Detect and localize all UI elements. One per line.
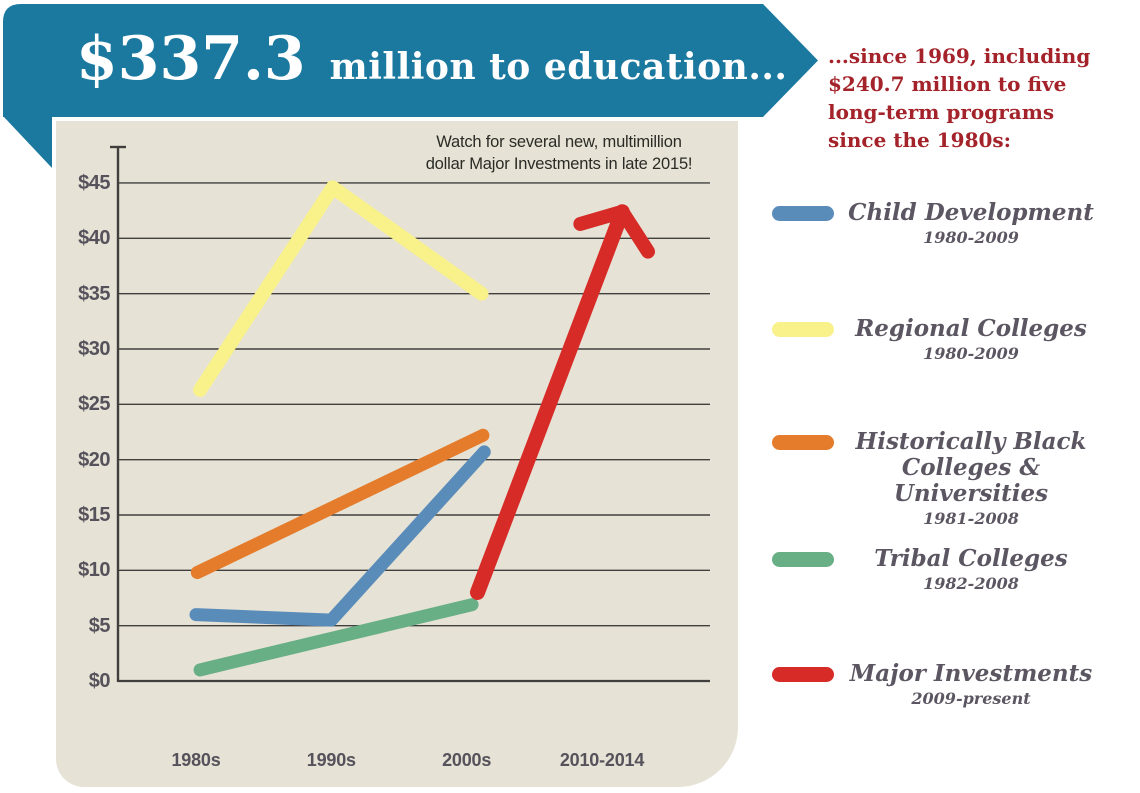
x-tick-label: 1980s xyxy=(171,750,221,770)
intro-line: long-term programs xyxy=(828,100,1055,124)
legend-swatch-tribal-colleges xyxy=(772,552,834,567)
banner-ribbon xyxy=(3,4,818,168)
banner-ribbon-fold xyxy=(3,116,52,168)
y-tick-label: $0 xyxy=(88,670,111,692)
legend-dates: 1980-2009 xyxy=(923,344,1019,363)
legend-item-major-investments: Major Investments 2009-present xyxy=(772,661,1108,711)
x-tick-label: 2010-2014 xyxy=(559,750,645,770)
legend-swatch-hbcu xyxy=(772,435,834,450)
legend-item-hbcu: Historically Black Colleges & Universiti… xyxy=(772,429,1108,531)
intro-line: $240.7 million to five xyxy=(828,72,1067,96)
legend-dates: 2009-present xyxy=(911,689,1031,708)
annotation-line: dollar Major Investments in late 2015! xyxy=(425,155,693,173)
banner-ribbon-shape xyxy=(3,4,818,117)
legend-dates: 1982-2008 xyxy=(923,574,1019,593)
y-tick-label: $40 xyxy=(78,227,110,250)
y-tick-label: $45 xyxy=(78,171,110,194)
legend-label: Regional Colleges xyxy=(855,315,1087,342)
y-tick-label: $35 xyxy=(78,282,110,305)
intro-line: since the 1980s: xyxy=(828,128,1012,152)
intro-line: ...since 1969, including xyxy=(828,44,1091,68)
y-tick-label: $15 xyxy=(78,503,110,526)
legend-swatch-child-development xyxy=(772,206,834,221)
legend-dates: 1980-2009 xyxy=(923,228,1019,247)
legend-label: Major Investments xyxy=(849,660,1093,687)
legend-label: Tribal Colleges xyxy=(874,545,1068,572)
legend-swatch-major-investments xyxy=(772,667,834,682)
y-tick-label: $5 xyxy=(88,614,111,637)
banner-subtitle: million to education... xyxy=(329,46,788,88)
chart-panel xyxy=(56,121,738,787)
y-tick-label: $25 xyxy=(78,393,110,416)
y-tick-label: $30 xyxy=(78,337,110,360)
x-tick-label: 1990s xyxy=(306,750,356,770)
chart-annotation: Watch for several new, multimillion doll… xyxy=(398,131,720,175)
legend-label: Historically Black Colleges & Universiti… xyxy=(855,428,1087,507)
legend-item-child-development: Child Development 1980-2009 xyxy=(772,200,1108,250)
legend-swatch-regional-colleges xyxy=(772,322,834,337)
annotation-line: Watch for several new, multimillion xyxy=(436,133,682,151)
banner-title: $337.3 million to education... xyxy=(76,0,787,118)
legend-item-regional-colleges: Regional Colleges 1980-2009 xyxy=(772,316,1108,366)
intro-text: ...since 1969, including $240.7 million … xyxy=(828,42,1118,154)
y-tick-label: $10 xyxy=(78,559,110,582)
y-tick-label: $20 xyxy=(78,448,110,471)
x-tick-label: 2000s xyxy=(442,750,492,770)
legend-label: Child Development xyxy=(848,199,1094,226)
legend-item-tribal-colleges: Tribal Colleges 1982-2008 xyxy=(772,546,1108,596)
legend-dates: 1981-2008 xyxy=(923,509,1019,528)
banner-amount: $337.3 xyxy=(76,24,306,94)
